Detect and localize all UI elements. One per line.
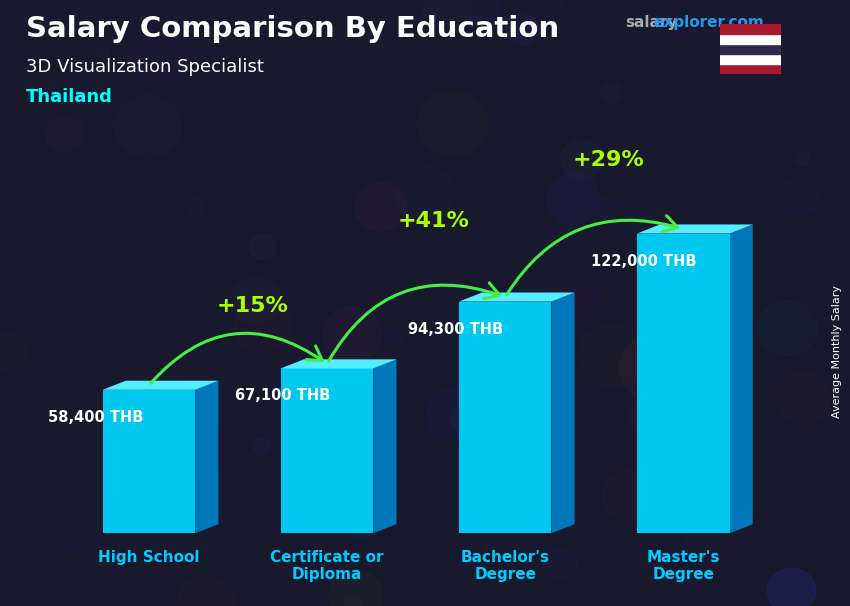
Polygon shape	[637, 224, 753, 233]
FancyArrowPatch shape	[507, 216, 677, 295]
Ellipse shape	[417, 90, 488, 156]
Ellipse shape	[768, 568, 816, 606]
Bar	[720, 44, 781, 54]
Ellipse shape	[252, 438, 271, 454]
Ellipse shape	[347, 510, 379, 539]
Ellipse shape	[427, 388, 483, 440]
Ellipse shape	[95, 47, 110, 61]
Ellipse shape	[423, 0, 473, 33]
Ellipse shape	[667, 193, 725, 247]
Ellipse shape	[354, 182, 407, 231]
Ellipse shape	[561, 140, 603, 179]
Text: +29%: +29%	[573, 150, 644, 170]
Ellipse shape	[594, 198, 616, 218]
Text: Salary Comparison By Education: Salary Comparison By Education	[26, 15, 558, 43]
Ellipse shape	[688, 240, 718, 268]
Text: 94,300 THB: 94,300 THB	[408, 322, 503, 336]
Polygon shape	[552, 293, 575, 533]
Polygon shape	[459, 293, 575, 302]
Polygon shape	[103, 381, 218, 390]
FancyArrowPatch shape	[328, 283, 500, 361]
Ellipse shape	[687, 525, 722, 558]
Ellipse shape	[466, 0, 501, 25]
Ellipse shape	[51, 503, 104, 552]
Text: salary: salary	[625, 15, 677, 30]
Ellipse shape	[394, 166, 456, 222]
Polygon shape	[280, 368, 373, 533]
Ellipse shape	[519, 0, 563, 21]
Ellipse shape	[178, 576, 235, 606]
Ellipse shape	[234, 299, 291, 352]
Text: +41%: +41%	[398, 211, 470, 231]
Ellipse shape	[230, 278, 280, 324]
Ellipse shape	[620, 336, 689, 400]
Text: 67,100 THB: 67,100 THB	[235, 388, 330, 404]
Ellipse shape	[249, 235, 276, 259]
Text: 3D Visualization Specialist: 3D Visualization Specialist	[26, 58, 264, 76]
Ellipse shape	[775, 373, 830, 423]
Ellipse shape	[524, 218, 581, 271]
Ellipse shape	[618, 182, 658, 219]
Text: Average Monthly Salary: Average Monthly Salary	[832, 285, 842, 418]
Text: explorer.com: explorer.com	[654, 15, 764, 30]
Ellipse shape	[10, 0, 56, 36]
Bar	[720, 34, 781, 44]
Text: +15%: +15%	[216, 296, 288, 316]
Ellipse shape	[329, 570, 382, 606]
Ellipse shape	[543, 548, 577, 580]
Polygon shape	[459, 302, 552, 533]
FancyArrowPatch shape	[150, 333, 322, 383]
Ellipse shape	[758, 301, 817, 355]
Text: Thailand: Thailand	[26, 88, 112, 106]
Ellipse shape	[673, 30, 688, 44]
Ellipse shape	[667, 339, 715, 384]
Ellipse shape	[776, 177, 818, 216]
Ellipse shape	[114, 95, 182, 159]
Ellipse shape	[602, 470, 656, 521]
Ellipse shape	[600, 83, 623, 104]
Ellipse shape	[505, 14, 538, 45]
Text: 58,400 THB: 58,400 THB	[48, 410, 143, 425]
Polygon shape	[280, 359, 396, 368]
Ellipse shape	[684, 522, 736, 570]
Ellipse shape	[680, 573, 694, 585]
Ellipse shape	[630, 394, 677, 438]
Bar	[720, 54, 781, 64]
Ellipse shape	[578, 325, 645, 387]
Ellipse shape	[383, 328, 402, 345]
Polygon shape	[103, 390, 196, 533]
Ellipse shape	[450, 404, 480, 431]
Ellipse shape	[180, 482, 217, 516]
Polygon shape	[373, 359, 396, 533]
Ellipse shape	[795, 152, 810, 166]
Bar	[720, 64, 781, 74]
Ellipse shape	[45, 115, 84, 152]
Ellipse shape	[207, 424, 256, 470]
Ellipse shape	[323, 307, 382, 362]
Polygon shape	[637, 233, 729, 533]
Bar	[720, 24, 781, 34]
Ellipse shape	[343, 597, 362, 606]
Text: 122,000 THB: 122,000 THB	[592, 253, 697, 268]
Ellipse shape	[128, 23, 191, 82]
Polygon shape	[729, 224, 753, 533]
Ellipse shape	[562, 285, 598, 319]
Ellipse shape	[72, 102, 115, 141]
Polygon shape	[196, 381, 218, 533]
Ellipse shape	[547, 173, 600, 224]
Ellipse shape	[185, 197, 207, 216]
